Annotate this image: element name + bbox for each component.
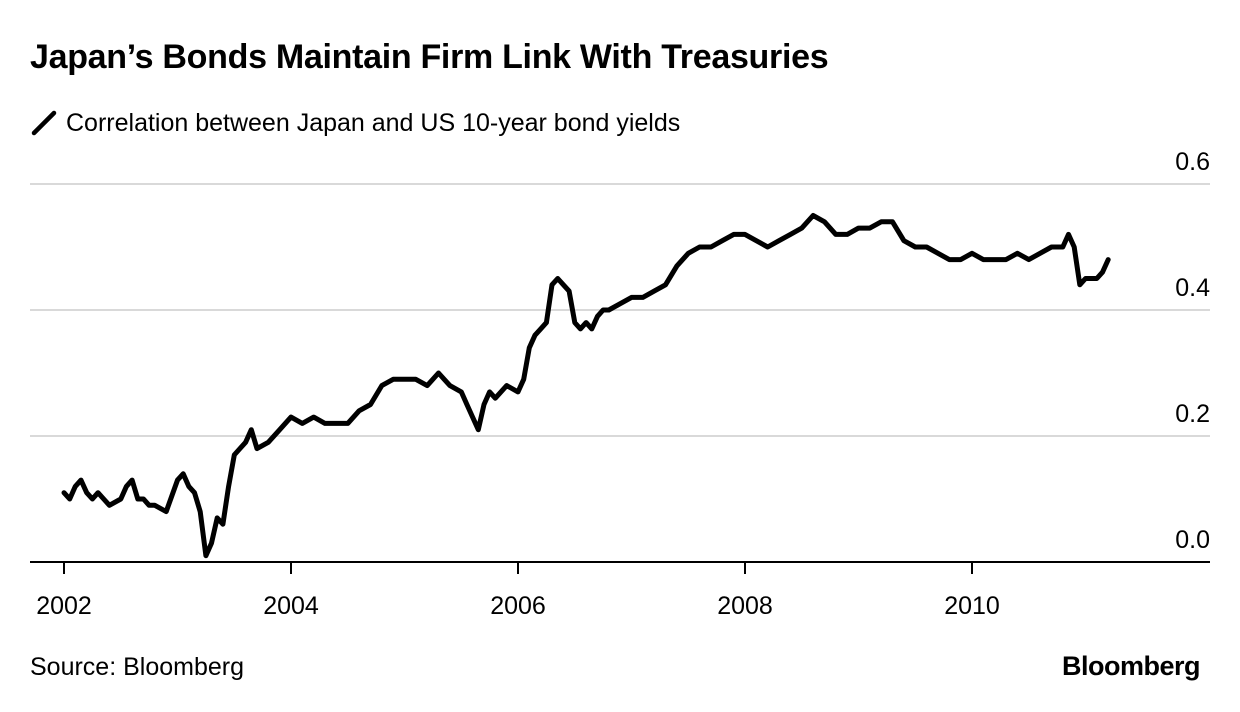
- grid-layer: [30, 183, 1210, 437]
- y-tick-label: 0.0: [1175, 526, 1210, 554]
- y-tick-label: 0.6: [1175, 148, 1210, 176]
- x-tick-label: 2002: [36, 592, 92, 620]
- series-line: [61, 213, 1111, 559]
- chart-title: Japan’s Bonds Maintain Firm Link With Tr…: [30, 38, 829, 76]
- axis-layer: 0.0 0.2 0.4 0.6 2002 2004 2006 2008 2010: [30, 148, 1210, 620]
- series-layer: [61, 213, 1111, 559]
- legend-label: Correlation between Japan and US 10-year…: [66, 108, 681, 137]
- y-tick-label: 0.2: [1175, 400, 1210, 428]
- x-tick-label: 2006: [490, 592, 546, 620]
- y-tick-label: 0.4: [1175, 274, 1210, 302]
- brand-logo: Bloomberg: [1061, 651, 1201, 681]
- chart-legend: Correlation between Japan and US 10-year…: [30, 106, 680, 140]
- source-note: Source: Bloomberg: [30, 653, 245, 681]
- x-tick-label: 2008: [717, 592, 773, 620]
- x-tick-label: 2010: [944, 592, 1000, 620]
- x-tick-label: 2004: [263, 592, 319, 620]
- legend-line-icon: [31, 110, 57, 136]
